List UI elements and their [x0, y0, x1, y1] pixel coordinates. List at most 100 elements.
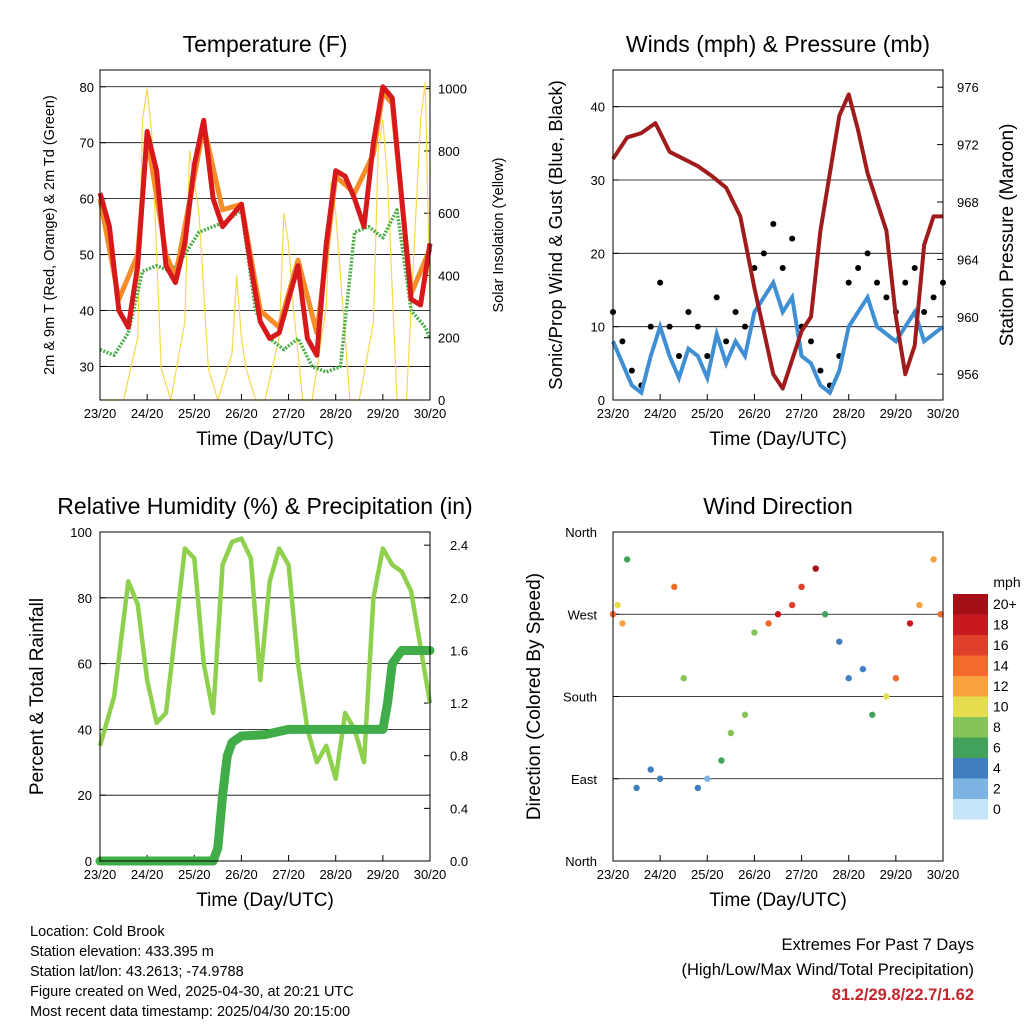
y-tick-label: 60 [80, 192, 94, 207]
x-tick-label: 27/20 [272, 406, 305, 421]
direction-point [836, 638, 843, 645]
x-tick-label: 26/20 [738, 867, 771, 882]
x-tick-label: 27/20 [785, 406, 818, 421]
y-tick-label: East [571, 772, 597, 787]
legend-label: 0 [993, 801, 1001, 817]
x-tick-label: 30/20 [414, 406, 447, 421]
y2-tick-label: 1.2 [450, 696, 468, 711]
direction-point [704, 775, 711, 782]
y-tick-label: 70 [80, 136, 94, 151]
wind-point [732, 309, 739, 315]
direction-point [619, 620, 626, 627]
y2-tick-label: 968 [957, 195, 979, 210]
extremes-subtitle: (High/Low/Max Wind/Total Precipitation) [681, 961, 974, 979]
station-info: Location: Cold Brook Station elevation: … [30, 922, 354, 1022]
wind-point [883, 294, 890, 301]
legend-swatch [953, 676, 988, 697]
x-axis-label: Time (Day/UTC) [709, 890, 847, 911]
legend-label: 12 [993, 678, 1009, 694]
y-tick-label: 100 [70, 525, 92, 540]
y-tick-label: North [565, 854, 597, 869]
y2-tick-label: 1.6 [450, 643, 468, 658]
wind-point [921, 309, 928, 315]
y-tick-label: South [563, 690, 597, 705]
wind-point [789, 235, 796, 242]
direction-point [883, 693, 890, 700]
y-tick-label: 80 [80, 80, 94, 95]
y-tick-label: West [568, 607, 598, 622]
x-tick-label: 28/20 [319, 406, 352, 421]
direction-point [727, 729, 735, 737]
legend-swatch [953, 614, 988, 635]
wind-point [808, 338, 814, 345]
y-tick-label: North [565, 525, 597, 540]
x-tick-label: 26/20 [225, 406, 258, 421]
x-tick-label: 25/20 [178, 406, 211, 421]
wind-point [666, 323, 673, 330]
extremes-box: Extremes For Past 7 Days (High/Low/Max W… [681, 933, 974, 1008]
y2-tick-label: 960 [957, 310, 979, 325]
y2-tick-label: 200 [438, 331, 460, 346]
legend-label: 20+ [993, 596, 1017, 612]
wind-point [864, 250, 871, 257]
chart-title: Relative Humidity (%) & Precipitation (i… [57, 493, 472, 519]
y-axis-label: 2m & 9m T (Red, Orange) & 2m Td (Green) [42, 95, 58, 375]
extremes-values: 81.2/29.8/22.7/1.62 [831, 986, 974, 1004]
x-tick-label: 25/20 [691, 406, 724, 421]
y-axis-label: Direction (Colored By Speed) [524, 573, 545, 820]
x-tick-label: 29/20 [367, 406, 400, 421]
x-tick-label: 28/20 [832, 867, 865, 882]
x-tick-label: 25/20 [178, 867, 211, 882]
direction-point [845, 675, 852, 682]
series-dewpoint [99, 208, 432, 374]
plot-frame [99, 531, 431, 862]
direction-point [623, 556, 631, 563]
wind-point [676, 353, 682, 359]
panel-dir: 23/20 24/20 25/20 26/20 27/20 28/20 29/20 30/20… [524, 493, 1021, 911]
legend-label: 2 [993, 781, 1001, 797]
x-tick-label: 30/20 [927, 867, 960, 882]
wind-point [779, 265, 786, 271]
y2-tick-label: 600 [438, 206, 460, 221]
y-tick-label: 80 [78, 591, 92, 606]
x-tick-label: 24/20 [131, 867, 164, 882]
wind-point [770, 221, 777, 227]
direction-point [869, 711, 876, 718]
speed-legend: mph 20+ 18 16 14 12 10 8 6 4 2 0 [953, 574, 1021, 820]
x-tick-label: 28/20 [832, 406, 865, 421]
y2-tick-label: 972 [957, 138, 979, 153]
legend-label: 16 [993, 637, 1009, 653]
y-axis-label: Sonic/Prop Wind & Gust (Blue, Black) [545, 80, 566, 389]
y2-tick-label: 0.8 [450, 749, 468, 764]
direction-point [798, 583, 805, 591]
direction-point [671, 583, 678, 591]
legend-swatch [953, 758, 988, 779]
legend-swatch [953, 717, 988, 738]
wind-point [628, 367, 635, 374]
y2-tick-label: 2.0 [450, 591, 468, 606]
legend-label: 8 [993, 719, 1001, 735]
x-tick-label: 23/20 [84, 406, 117, 421]
wind-point [723, 338, 730, 345]
wind-point [685, 309, 692, 315]
legend-swatch [953, 594, 988, 615]
direction-point [633, 784, 640, 792]
wind-point [742, 323, 748, 330]
y2-tick-label: 800 [438, 144, 460, 159]
direction-point [812, 565, 819, 572]
plot-frame [612, 69, 944, 401]
wind-point [930, 294, 937, 301]
legend-label: 4 [993, 760, 1001, 776]
direction-point [694, 784, 702, 792]
x-axis-label: Time (Day/UTC) [196, 890, 334, 911]
direction-point [930, 556, 937, 563]
y2-tick-label: 0.4 [450, 801, 468, 816]
series-rh [97, 536, 433, 781]
y2-tick-label: 0 [438, 393, 445, 408]
direction-point [937, 611, 944, 618]
legend-swatch [953, 778, 988, 799]
wind-point [704, 353, 711, 359]
legend-label: 18 [993, 617, 1009, 633]
direction-point [680, 675, 687, 682]
direction-point [788, 601, 796, 609]
